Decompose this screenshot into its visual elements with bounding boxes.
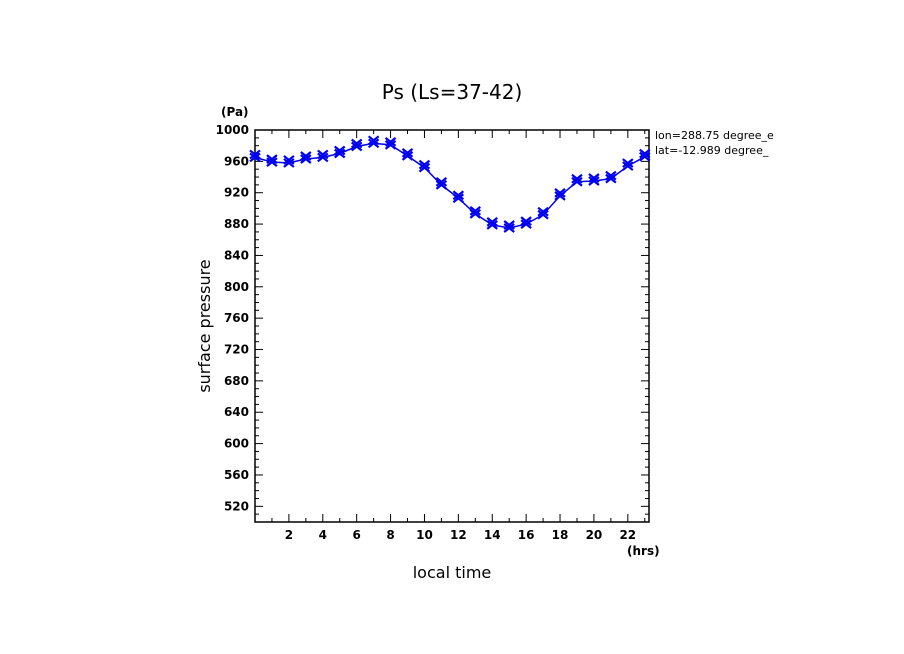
data-point [554, 187, 566, 201]
y-tick-label: 640 [224, 405, 249, 419]
x-tick-label: 2 [285, 528, 293, 542]
data-point [622, 158, 634, 171]
chart-title: Ps (Ls=37-42) [382, 80, 523, 104]
data-point [283, 155, 295, 168]
y-tick-label: 800 [224, 280, 249, 294]
y-tick-label: 1000 [216, 123, 249, 137]
y-tick-label: 560 [224, 468, 249, 482]
y-tick-label: 920 [224, 186, 249, 200]
data-point [605, 170, 617, 184]
lat-annotation: lat=-12.989 degree_ [655, 144, 769, 157]
data-point [384, 137, 397, 150]
data-point [418, 159, 431, 173]
data-point [588, 173, 600, 186]
lon-annotation: lon=288.75 degree_e [655, 129, 774, 142]
x-axis-label: local time [413, 563, 492, 582]
data-point [249, 149, 261, 163]
x-tick-label: 18 [552, 528, 569, 542]
series-line [254, 142, 646, 229]
y-axis-label: surface pressure [195, 259, 214, 392]
data-point [367, 135, 380, 149]
data-point [469, 206, 481, 219]
y-tick-label: 960 [224, 154, 249, 168]
x-tick-label: 12 [450, 528, 467, 542]
x-tick-label: 8 [386, 528, 394, 542]
x-tick-label: 6 [352, 528, 360, 542]
data-point [317, 149, 329, 163]
data-point [334, 145, 346, 159]
data-point [639, 148, 651, 162]
y-tick-label: 840 [224, 248, 249, 262]
x-tick-label: 16 [518, 528, 535, 542]
data-point [401, 148, 414, 161]
data-point [520, 216, 532, 229]
data-point [571, 173, 583, 187]
y-tick-label: 760 [224, 311, 249, 325]
data-point [486, 217, 498, 230]
x-tick-label: 22 [619, 528, 636, 542]
y-tick-label: 680 [224, 374, 249, 388]
data-point [452, 190, 465, 204]
data-point [350, 138, 363, 152]
x-tick-label: 14 [484, 528, 501, 542]
x-tick-label: 10 [416, 528, 433, 542]
data-point [266, 154, 278, 168]
data-point [503, 220, 515, 233]
y-tick-label: 720 [224, 343, 249, 357]
x-tick-label: 4 [319, 528, 327, 542]
y-tick-label: 520 [224, 499, 249, 513]
data-point [435, 177, 448, 190]
x-unit-label: (hrs) [627, 544, 660, 558]
x-tick-label: 20 [586, 528, 603, 542]
data-point [300, 151, 312, 164]
plot-frame [254, 129, 650, 523]
y-unit-label: (Pa) [221, 105, 249, 119]
y-tick-label: 600 [224, 437, 249, 451]
data-point [537, 206, 549, 220]
y-tick-label: 880 [224, 217, 249, 231]
